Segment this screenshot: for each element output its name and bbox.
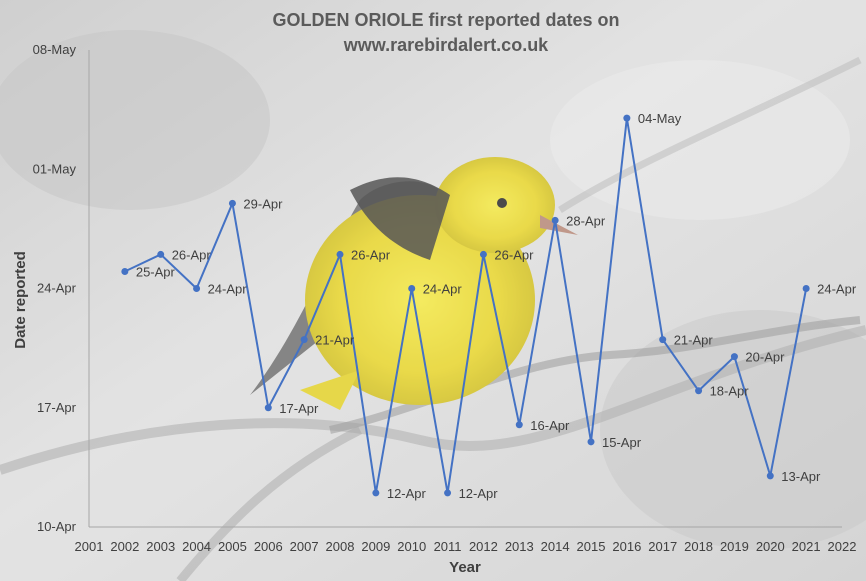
data-label: 15-Apr: [602, 435, 642, 450]
data-label: 12-Apr: [459, 486, 499, 501]
x-tick-label: 2013: [505, 539, 534, 554]
y-tick-label: 24-Apr: [37, 281, 77, 296]
x-tick-label: 2004: [182, 539, 211, 554]
data-label: 26-Apr: [172, 247, 212, 262]
data-label: 17-Apr: [279, 401, 319, 416]
data-point: [228, 199, 236, 207]
y-tick-label: 01-May: [33, 161, 77, 176]
x-tick-label: 2011: [434, 539, 462, 554]
data-point: [623, 114, 631, 122]
data-point: [408, 285, 416, 292]
data-label: 21-Apr: [315, 333, 355, 348]
data-label: 26-Apr: [351, 247, 391, 262]
x-tick-label: 2016: [612, 539, 641, 554]
x-tick-label: 2003: [146, 539, 175, 554]
x-tick-labels: 2001 2002 2003 2004 2005 2006 2007 2008 2009 2010…: [75, 539, 857, 554]
x-tick-label: 2019: [720, 539, 749, 554]
y-tick-label: 17-Apr: [37, 400, 77, 415]
x-tick-label: 2006: [254, 539, 283, 554]
data-point: [121, 267, 129, 275]
data-point: [515, 421, 523, 429]
data-label: 26-Apr: [494, 247, 534, 262]
chart-subtitle: www.rarebirdalert.co.uk: [343, 35, 549, 55]
data-point: [372, 489, 380, 497]
x-tick-label: 2009: [361, 539, 390, 554]
x-tick-label: 2017: [648, 539, 677, 554]
data-point: [336, 250, 344, 258]
data-label: 28-Apr: [566, 213, 606, 228]
data-label: 29-Apr: [243, 196, 283, 211]
series-layer: 25-Apr 26-Apr 24-Apr 29-Apr 17-Apr 21-Apr 26-A…: [121, 111, 857, 501]
x-tick-label: 2020: [756, 539, 785, 554]
data-label: 24-Apr: [423, 282, 463, 297]
x-tick-label: 2014: [541, 539, 570, 554]
data-point: [551, 216, 559, 224]
data-label: 18-Apr: [710, 384, 750, 399]
data-label: 24-Apr: [817, 282, 857, 297]
data-point: [730, 353, 738, 361]
y-tick-label: 08-May: [33, 42, 77, 57]
data-label: 24-Apr: [208, 282, 248, 297]
x-tick-label: 2018: [684, 539, 713, 554]
data-point: [479, 250, 487, 258]
x-tick-label: 2001: [75, 539, 104, 554]
data-point: [444, 489, 452, 497]
x-tick-label: 2005: [218, 539, 247, 554]
data-label: 16-Apr: [530, 418, 570, 433]
x-tick-label: 2008: [326, 539, 355, 554]
data-point: [802, 285, 810, 292]
x-tick-label: 2010: [397, 539, 426, 554]
series-line: [124, 117, 808, 494]
x-tick-label: 2021: [792, 539, 821, 554]
data-point: [264, 404, 272, 412]
x-tick-label: 2007: [290, 539, 319, 554]
data-point: [695, 387, 703, 395]
data-label: 25-Apr: [136, 264, 176, 279]
data-label: 20-Apr: [745, 350, 785, 365]
x-tick-label: 2002: [110, 539, 139, 554]
y-tick-labels: 08-May 01-May 24-Apr 17-Apr 10-Apr: [33, 42, 77, 534]
data-label: 04-May: [638, 111, 682, 126]
x-tick-label: 2015: [577, 539, 606, 554]
data-point: [157, 250, 165, 258]
chart-title: GOLDEN ORIOLE first reported dates on: [272, 10, 619, 30]
x-axis-label: Year: [449, 559, 481, 576]
data-point: [193, 285, 201, 292]
data-label: 21-Apr: [674, 333, 714, 348]
y-axis-label: Date reported: [12, 251, 29, 349]
x-tick-label: 2012: [469, 539, 498, 554]
data-label: 13-Apr: [781, 469, 821, 484]
y-tick-label: 10-Apr: [37, 519, 77, 534]
data-point: [587, 438, 595, 446]
data-label: 12-Apr: [387, 486, 427, 501]
data-point: [659, 336, 667, 344]
data-point: [766, 472, 774, 480]
x-tick-label: 2022: [828, 539, 857, 554]
data-point: [300, 336, 308, 344]
